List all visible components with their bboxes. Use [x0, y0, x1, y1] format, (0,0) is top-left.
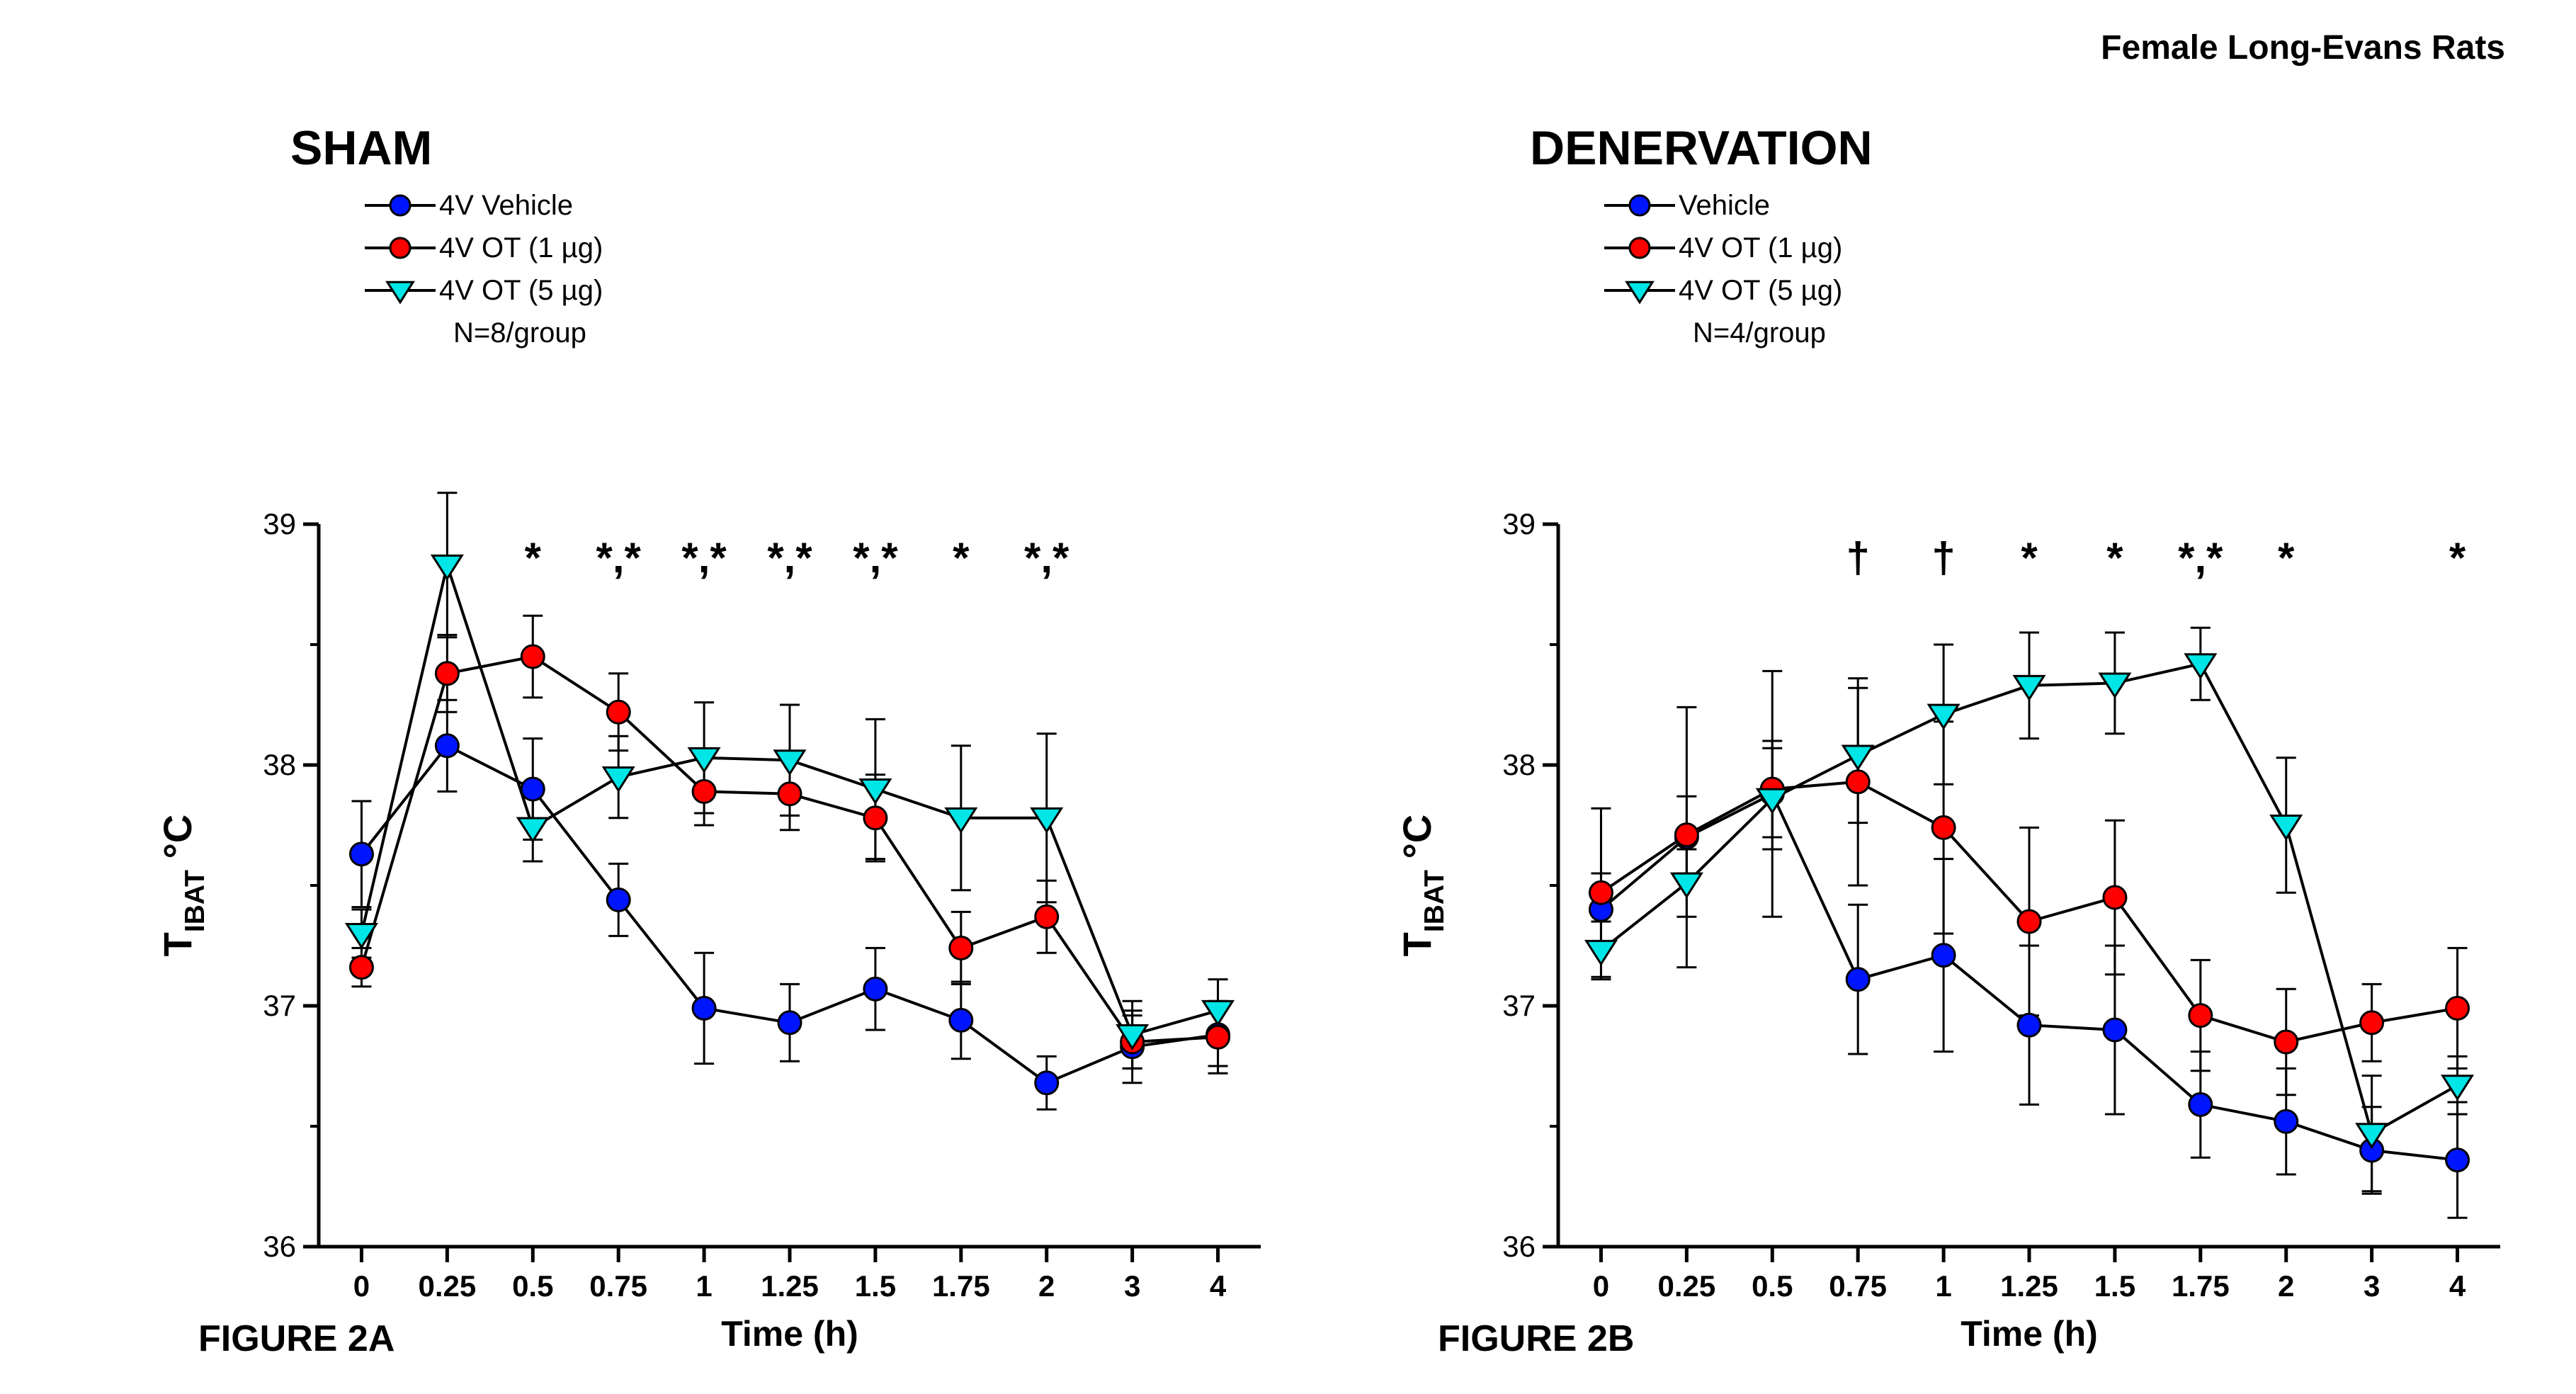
svg-text:36: 36 [263, 1230, 296, 1263]
panel-sham: SHAM 4V Vehicle 4V OT (1 µg) 4V OT (5 µg… [92, 113, 1296, 1360]
header-note: Female Long-Evans Rats [2101, 28, 2505, 67]
svg-text:*: * [2021, 534, 2038, 582]
svg-text:*: * [953, 534, 970, 582]
svg-text:TIBAT °C: TIBAT °C [1395, 815, 1450, 957]
svg-text:39: 39 [1502, 507, 1536, 540]
svg-text:39: 39 [263, 507, 296, 540]
svg-text:1.25: 1.25 [761, 1269, 819, 1303]
svg-text:*: * [2449, 534, 2466, 582]
svg-text:1.75: 1.75 [2172, 1269, 2230, 1303]
svg-text:*,*: *,* [1024, 534, 1069, 582]
svg-text:36: 36 [1502, 1230, 1536, 1263]
svg-text:0.25: 0.25 [418, 1269, 476, 1303]
svg-text:0.25: 0.25 [1657, 1269, 1715, 1303]
svg-text:1.5: 1.5 [855, 1269, 896, 1303]
svg-text:1: 1 [1935, 1269, 1951, 1303]
svg-text:0: 0 [1593, 1269, 1609, 1303]
chart-sham: 36 37 38 39 0 0.25 0.5 0.75 1 1.25 1.5 1.75 2 3 4 Time … [92, 113, 1296, 1360]
figure-label: FIGURE 2B [1438, 1318, 1634, 1360]
svg-text:†: † [1846, 534, 1869, 582]
svg-text:*: * [2278, 534, 2295, 582]
svg-text:37: 37 [263, 989, 296, 1022]
svg-text:*: * [525, 534, 542, 582]
svg-text:*,*: *,* [596, 534, 641, 582]
svg-text:0: 0 [353, 1269, 370, 1303]
svg-text:3: 3 [1124, 1269, 1140, 1303]
svg-text:*,*: *,* [681, 534, 727, 582]
svg-text:38: 38 [263, 748, 296, 781]
chart-denerv: 36 37 38 39 0 0.25 0.5 0.75 1 1.25 1.5 1.75 2 3 4 Time … [1332, 113, 2536, 1360]
svg-text:TIBAT °C: TIBAT °C [155, 815, 210, 957]
svg-text:4: 4 [2449, 1269, 2466, 1303]
svg-text:4: 4 [1210, 1269, 1227, 1303]
svg-text:0.5: 0.5 [1752, 1269, 1793, 1303]
svg-text:0.5: 0.5 [512, 1269, 553, 1303]
svg-text:†: † [1931, 534, 1955, 582]
svg-text:1: 1 [696, 1269, 712, 1303]
svg-text:0.75: 0.75 [1829, 1269, 1887, 1303]
svg-text:Time (h): Time (h) [721, 1314, 858, 1354]
svg-text:Time (h): Time (h) [1961, 1314, 2098, 1354]
svg-text:37: 37 [1502, 989, 1536, 1022]
svg-text:*,*: *,* [2178, 534, 2223, 582]
svg-text:1.25: 1.25 [2000, 1269, 2058, 1303]
svg-text:2: 2 [1038, 1269, 1055, 1303]
figure-label: FIGURE 2A [198, 1318, 395, 1360]
svg-text:0.75: 0.75 [589, 1269, 647, 1303]
svg-text:*: * [2106, 534, 2123, 582]
svg-text:2: 2 [2278, 1269, 2294, 1303]
svg-text:1.75: 1.75 [932, 1269, 990, 1303]
svg-text:3: 3 [2364, 1269, 2380, 1303]
svg-text:*,*: *,* [853, 534, 898, 582]
svg-text:1.5: 1.5 [2094, 1269, 2135, 1303]
panel-denerv: DENERVATION Vehicle 4V OT (1 µg) 4V OT (… [1332, 113, 2536, 1360]
svg-text:*,*: *,* [767, 534, 812, 582]
svg-text:38: 38 [1502, 748, 1536, 781]
